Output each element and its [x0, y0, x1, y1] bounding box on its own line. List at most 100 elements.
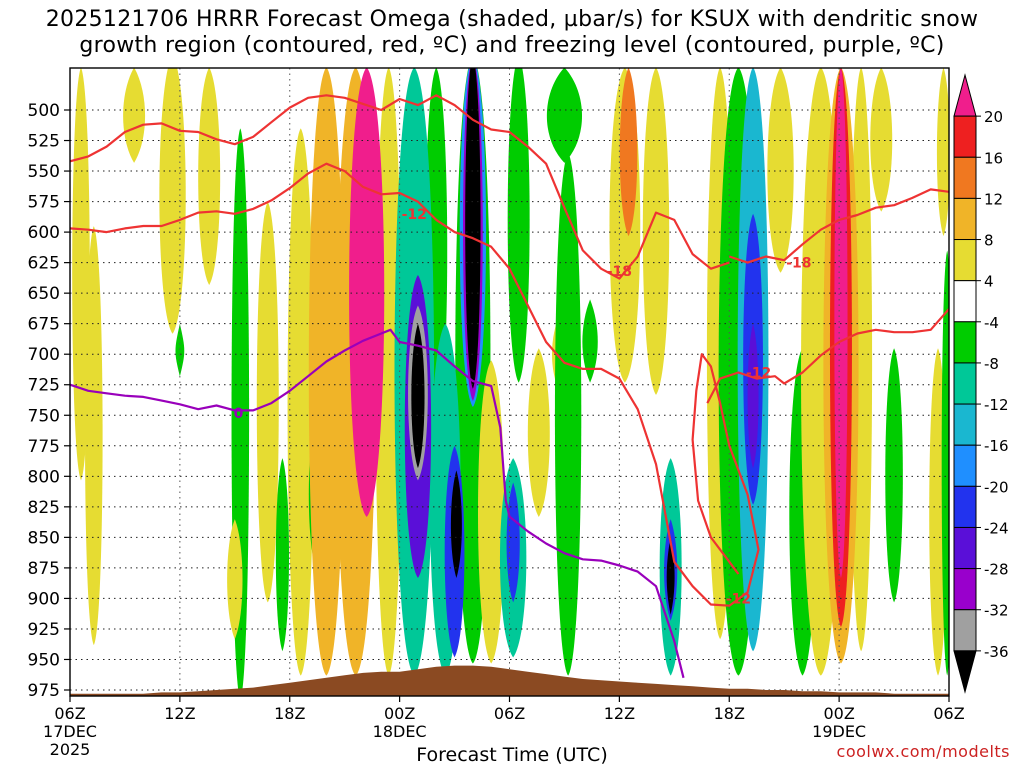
omega-cell	[85, 226, 103, 646]
y-tick-label: 925	[28, 620, 60, 640]
y-tick-label: 875	[28, 559, 60, 579]
y-tick-label: 900	[28, 589, 60, 609]
omega-cell	[450, 470, 462, 578]
y-tick-label: 725	[28, 376, 60, 396]
colorbar-swatch	[953, 650, 977, 694]
chart-title-line2: growth region (contoured, red, ºC) and f…	[79, 33, 945, 58]
contour-label: -12	[402, 207, 427, 223]
colorbar-swatch	[953, 156, 977, 199]
omega-cell	[506, 482, 520, 603]
colorbar-swatch	[953, 115, 977, 158]
y-tick-label: 675	[28, 315, 60, 335]
colorbar-swatch	[953, 485, 977, 528]
x-tick-label: 06Z	[933, 704, 964, 723]
colorbar-label: 12	[984, 190, 1003, 208]
colorbar-swatch	[953, 280, 977, 323]
x-tick-label: 18Z	[714, 704, 745, 723]
y-tick-label: 825	[28, 498, 60, 518]
omega-cell	[767, 68, 794, 273]
y-tick-label: 800	[28, 467, 60, 487]
omega-cell	[411, 323, 425, 469]
colorbar-label: 4	[984, 273, 994, 291]
colorbar-swatch	[953, 362, 977, 405]
omega-cell	[465, 68, 481, 389]
omega-cell	[747, 323, 759, 469]
credit-link[interactable]: coolwx.com/modelts	[836, 742, 1010, 761]
omega-cell	[287, 128, 314, 676]
x-tick-label: 06Z	[494, 704, 525, 723]
colorbar-swatch	[953, 239, 977, 282]
dgz-contour	[706, 308, 949, 404]
y-tick-label: 700	[28, 345, 60, 365]
colorbar-swatch	[953, 526, 977, 570]
omega-cell	[308, 68, 344, 676]
y-tick-label: 750	[28, 406, 60, 426]
colorbar-label: 8	[984, 232, 994, 250]
colorbar-swatch	[953, 568, 977, 611]
omega-cell	[123, 68, 145, 163]
x-tick-label: 06Z	[54, 704, 85, 723]
colorbar-label: -32	[984, 602, 1009, 620]
omega-cell	[834, 68, 848, 578]
dgz-contour	[728, 188, 949, 264]
y-tick-label: 500	[28, 101, 60, 121]
omega-cell	[941, 250, 949, 676]
omega-cell	[527, 348, 550, 517]
omega-cell	[227, 519, 243, 640]
contour-label: -18	[607, 264, 632, 280]
colorbar-label: 16	[984, 149, 1003, 167]
omega-cell	[198, 68, 221, 285]
y-tick-label: 850	[28, 528, 60, 548]
omega-cell	[349, 68, 385, 517]
colorbar-label: -8	[984, 355, 999, 373]
x-tick-date: 17DEC	[43, 722, 97, 741]
contour-label: -18	[786, 256, 811, 272]
omega-cell	[507, 68, 530, 383]
y-tick-label: 775	[28, 437, 60, 457]
y-tick-label: 625	[28, 254, 60, 274]
colorbar-swatch	[953, 197, 977, 241]
x-tick-label: 00Z	[823, 704, 854, 723]
colorbar-swatch	[953, 403, 977, 446]
omega-cell	[159, 68, 186, 334]
colorbar-label: -28	[984, 561, 1009, 579]
x-tick-label: 12Z	[164, 704, 195, 723]
colorbar-label: 20	[984, 108, 1003, 126]
omega-cell	[478, 360, 505, 664]
y-tick-label: 650	[28, 284, 60, 304]
x-tick-date: 18DEC	[373, 722, 427, 741]
dgz-contour	[70, 94, 730, 280]
colorbar-swatch	[953, 73, 977, 117]
omega-cell	[582, 299, 598, 383]
colorbar-label: -4	[984, 314, 999, 332]
chart-title-line1: 2025121706 HRRR Forecast Omega (shaded, …	[45, 7, 979, 32]
y-tick-label: 600	[28, 223, 60, 243]
colorbar-label: -36	[984, 643, 1009, 661]
omega-cell	[619, 68, 638, 237]
colorbar-label: -16	[984, 437, 1009, 455]
omega-cell	[554, 152, 582, 676]
y-tick-label: 575	[28, 193, 60, 213]
omega-cell	[642, 68, 670, 395]
colorbar-label: -24	[984, 519, 1009, 537]
colorbar-label: -12	[984, 396, 1009, 414]
x-tick-date: 19DEC	[812, 722, 866, 741]
omega-cell	[175, 323, 185, 377]
x-tick-year: 2025	[50, 740, 91, 759]
y-tick-label: 550	[28, 162, 60, 182]
x-axis-title: Forecast Time (UTC)	[416, 744, 608, 766]
omega-cell	[547, 68, 582, 163]
terrain-fill	[70, 665, 949, 696]
dgz-contour	[70, 162, 760, 607]
x-tick-label: 00Z	[384, 704, 415, 723]
x-tick-label: 12Z	[604, 704, 635, 723]
omega-cell	[885, 348, 903, 603]
colorbar-swatch	[953, 609, 977, 652]
omega-cell	[870, 68, 893, 212]
colorbar-swatch	[953, 444, 977, 487]
y-tick-label: 525	[28, 132, 60, 152]
omega-cell	[256, 201, 279, 603]
y-tick-label: 975	[28, 681, 60, 701]
y-tick-label: 950	[28, 650, 60, 670]
